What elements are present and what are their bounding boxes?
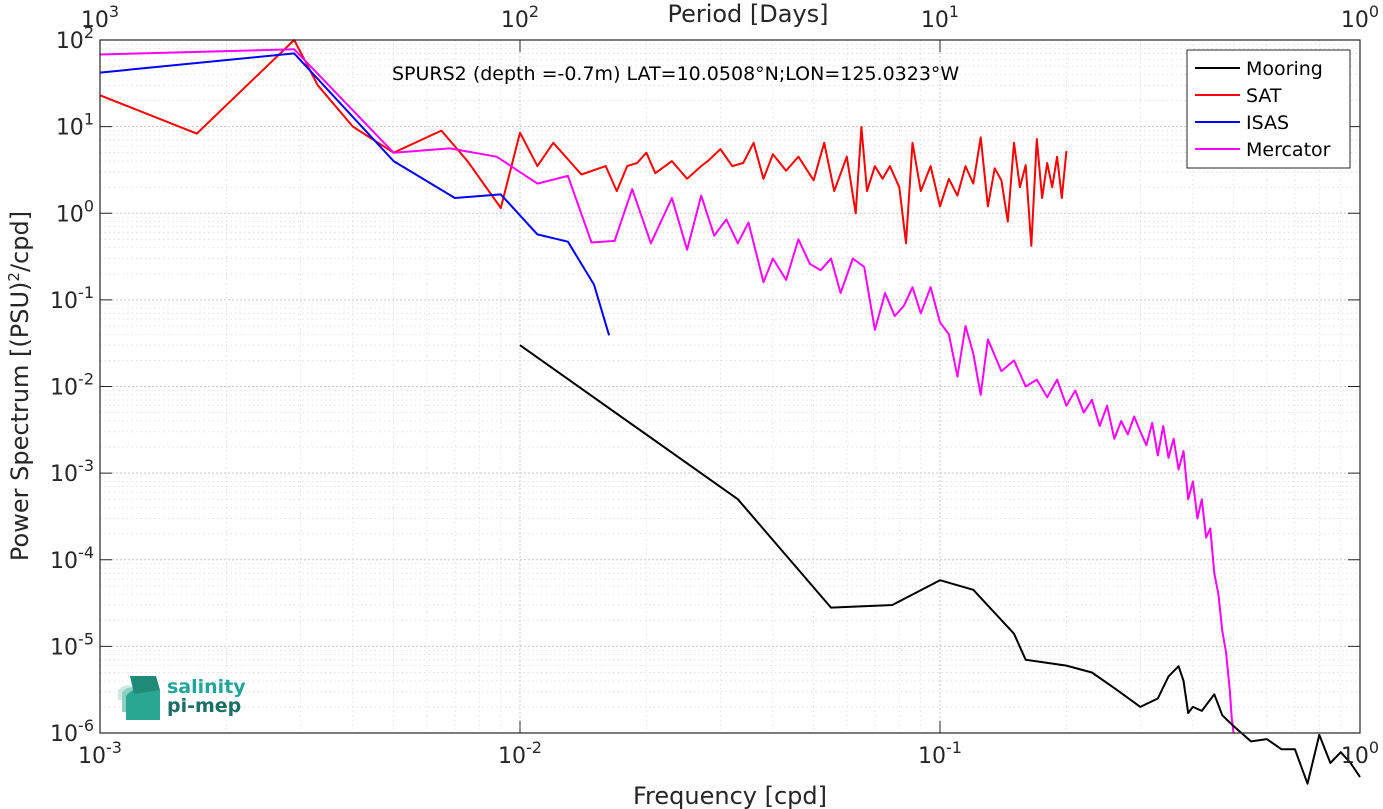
- salinity-pi-mep-logo: salinity pi-mep: [118, 676, 246, 720]
- legend-label-sat: SAT: [1246, 85, 1282, 107]
- x-tick-label: 10-3: [78, 738, 122, 769]
- y-axis-label-main: Power Spectrum [(PSU): [6, 282, 34, 561]
- tick-marks: [99, 39, 1361, 734]
- y-tick-label: 10-1: [50, 283, 94, 314]
- legend-label-mercator: Mercator: [1246, 139, 1331, 161]
- series-line-mooring: [519, 344, 1361, 785]
- y-tick-label: 102: [56, 23, 94, 54]
- y-tick-label: 10-3: [50, 456, 94, 487]
- logo-line1: salinity: [167, 676, 246, 698]
- y-tick-label: 10-6: [50, 716, 94, 747]
- legend-label-isas: ISAS: [1246, 112, 1289, 134]
- x-tick-label: 10-1: [918, 738, 962, 769]
- y-tick-label: 10-5: [50, 629, 94, 660]
- y-axis-label: Power Spectrum [(PSU)2/cpd]: [5, 211, 34, 561]
- logo-line2: pi-mep: [167, 695, 241, 717]
- y-tick-label: 10-2: [50, 370, 94, 401]
- chart-annotation: SPURS2 (depth =-0.7m) LAT=10.0508°N;LON=…: [392, 63, 959, 85]
- logo-wave-top: [130, 676, 160, 694]
- top-tick-label: 103: [81, 2, 119, 33]
- top-axis-label: Period [Days]: [667, 0, 828, 28]
- y-axis-label-sup: 2: [5, 272, 23, 282]
- legend-label-mooring: Mooring: [1246, 58, 1323, 80]
- x-axis-label: Frequency [cpd]: [633, 782, 827, 809]
- top-tick-label: 101: [921, 2, 959, 33]
- tick-labels: 10-3 10-2 10-1 100 10-6 10-5 10-4 10-3 10-2 10-1 1…: [50, 2, 1379, 769]
- top-tick-label: 102: [501, 2, 539, 33]
- series-line-isas: [99, 52, 611, 336]
- x-tick-label: 100: [1341, 738, 1379, 769]
- logo-wave-front: [126, 687, 160, 720]
- top-tick-label: 100: [1341, 2, 1379, 33]
- series-layer: [99, 39, 1361, 785]
- y-axis-label-unit: /cpd]: [6, 211, 34, 272]
- y-tick-label: 101: [56, 110, 94, 141]
- series-line-sat: [99, 39, 1068, 247]
- y-tick-label: 10-4: [50, 543, 94, 574]
- legend: Mooring SAT ISAS Mercator: [1186, 49, 1351, 169]
- minor-grid: [100, 40, 1360, 733]
- x-tick-label: 10-2: [498, 738, 542, 769]
- y-tick-label: 100: [56, 196, 94, 227]
- series-line-mercator: [99, 48, 1235, 734]
